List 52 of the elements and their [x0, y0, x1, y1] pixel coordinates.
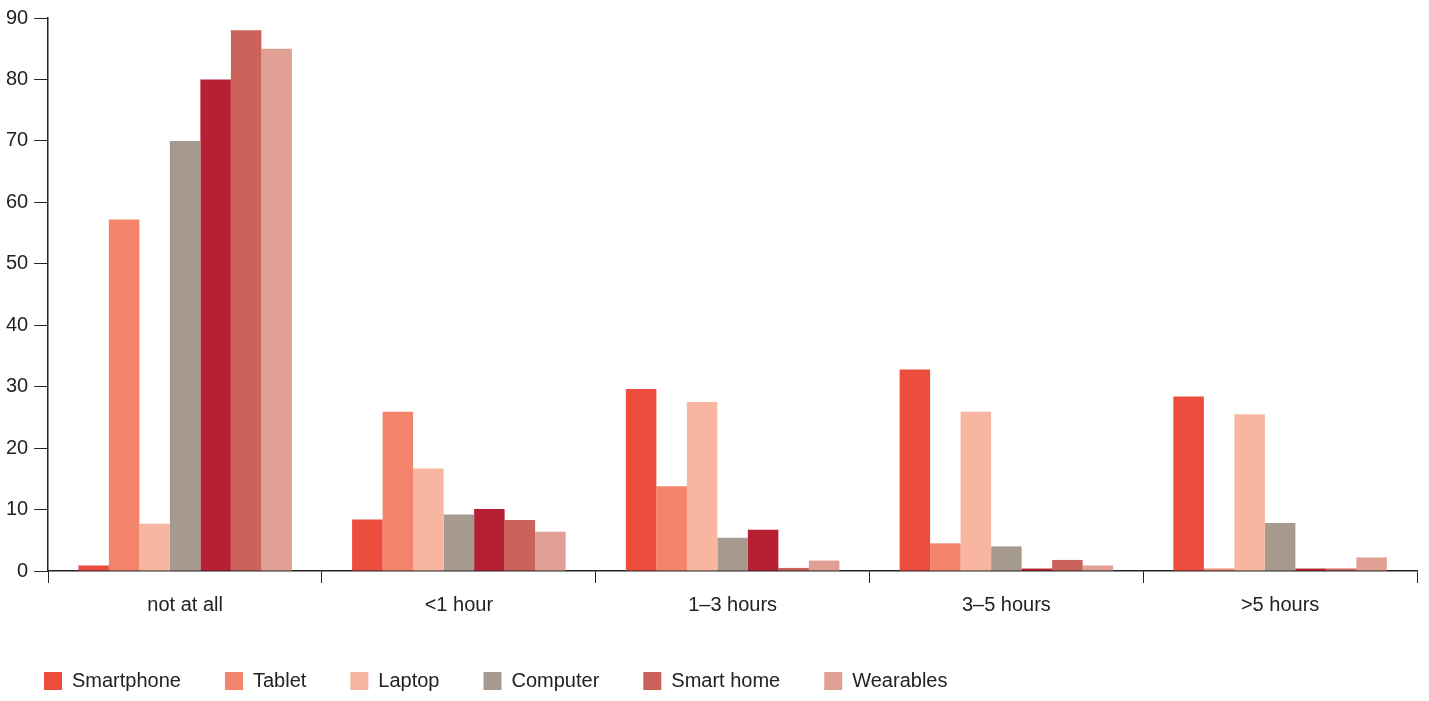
bar	[261, 48, 292, 571]
bar	[656, 486, 687, 571]
y-tick-label: 30	[6, 374, 29, 397]
bar	[960, 411, 992, 571]
bar	[535, 531, 566, 571]
bar	[747, 529, 779, 571]
bar	[1234, 414, 1265, 571]
legend-label: Smart home	[671, 668, 781, 691]
x-tick-label: <1 hour	[424, 592, 494, 615]
y-tick-label: 40	[6, 312, 29, 335]
y-tick-label: 20	[6, 435, 29, 458]
bar	[382, 411, 414, 571]
bar	[352, 519, 383, 571]
bar	[930, 543, 961, 571]
bar	[443, 514, 475, 571]
bar	[78, 565, 109, 571]
bar	[200, 79, 231, 571]
y-tick-label: 90	[6, 5, 29, 28]
bar	[808, 560, 840, 571]
bar	[139, 523, 170, 571]
x-tick-label: >5 hours	[1240, 592, 1320, 615]
bar	[625, 389, 657, 571]
bar	[991, 546, 1022, 571]
legend-label: Laptop	[378, 668, 440, 691]
legend-label: Computer	[511, 668, 600, 691]
legend-label: Tablet	[252, 668, 307, 691]
y-tick-label: 50	[6, 251, 29, 274]
bar	[108, 219, 140, 571]
bar	[230, 30, 262, 571]
bar	[717, 537, 748, 571]
y-tick-label: 60	[6, 189, 29, 212]
y-tick-label: 80	[6, 66, 29, 89]
bar	[1264, 523, 1296, 571]
bar	[1052, 559, 1083, 571]
legend-label: Wearables	[852, 668, 948, 691]
y-tick-label: 0	[17, 558, 29, 581]
bar	[1356, 557, 1387, 571]
y-tick-label: 70	[6, 128, 29, 151]
bar	[169, 140, 201, 571]
x-tick-label: 3–5 hours	[961, 592, 1051, 615]
bar	[413, 468, 444, 571]
bar	[686, 402, 718, 571]
bar	[1082, 565, 1114, 571]
bar	[899, 369, 931, 571]
x-tick-label: 1–3 hours	[688, 592, 778, 615]
legend-label: Smartphone	[72, 668, 181, 691]
bar	[1173, 396, 1204, 571]
bar	[474, 508, 505, 571]
bar	[504, 520, 536, 571]
bar	[778, 567, 809, 571]
x-tick-label: not at all	[147, 592, 223, 615]
y-tick-label: 10	[6, 497, 29, 520]
